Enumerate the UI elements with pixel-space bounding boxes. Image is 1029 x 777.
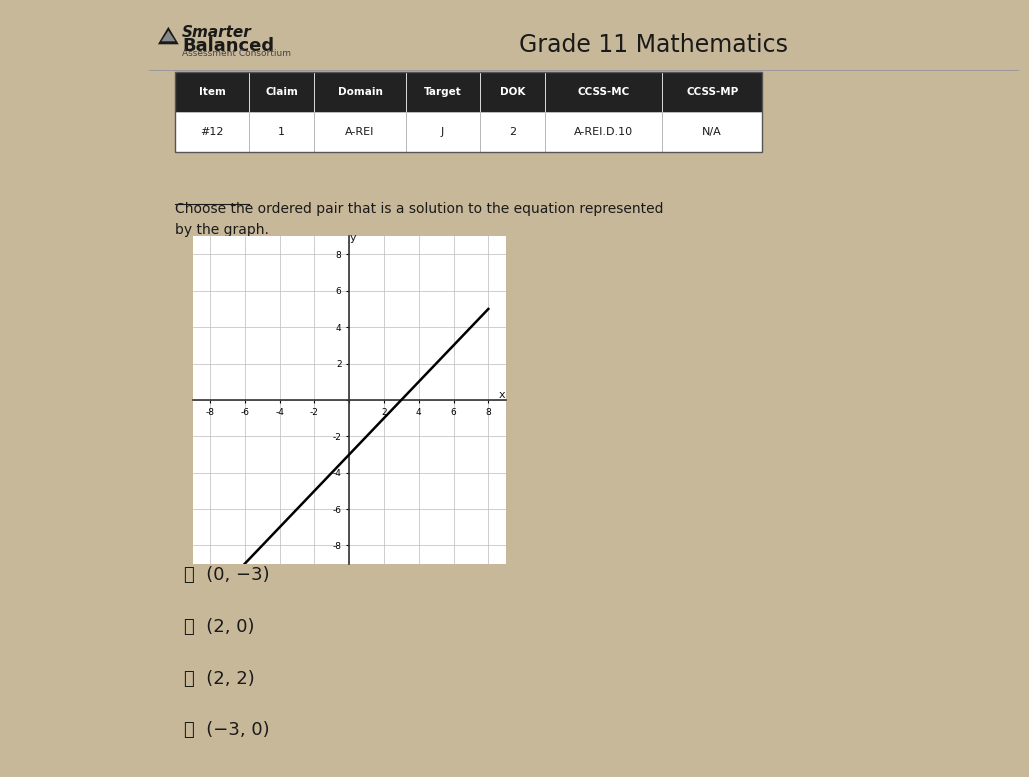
Text: Smarter: Smarter bbox=[182, 25, 252, 40]
Text: #12: #12 bbox=[201, 127, 224, 137]
Text: y: y bbox=[350, 233, 356, 243]
Text: Ⓒ  (2, 2): Ⓒ (2, 2) bbox=[184, 670, 255, 688]
Bar bbox=[175, 112, 249, 152]
Bar bbox=[175, 72, 762, 152]
Bar bbox=[663, 72, 762, 112]
Text: 1: 1 bbox=[278, 127, 285, 137]
Bar bbox=[480, 112, 544, 152]
Text: Item: Item bbox=[199, 87, 225, 97]
Text: by the graph.: by the graph. bbox=[175, 222, 270, 236]
Polygon shape bbox=[157, 27, 179, 44]
Bar bbox=[315, 112, 405, 152]
Text: DOK: DOK bbox=[499, 87, 525, 97]
Bar bbox=[405, 72, 480, 112]
Text: x: x bbox=[499, 390, 505, 400]
Bar bbox=[249, 112, 315, 152]
Text: Claim: Claim bbox=[265, 87, 298, 97]
Bar bbox=[544, 72, 663, 112]
Bar bbox=[663, 112, 762, 152]
Text: Balanced: Balanced bbox=[182, 37, 275, 54]
Bar bbox=[175, 72, 249, 112]
Bar bbox=[480, 72, 544, 112]
Text: Choose the ordered pair that is a solution to the equation represented: Choose the ordered pair that is a soluti… bbox=[175, 202, 664, 216]
Bar bbox=[544, 112, 663, 152]
Text: Ⓑ  (2, 0): Ⓑ (2, 0) bbox=[184, 618, 254, 636]
Bar bbox=[315, 72, 405, 112]
Text: Target: Target bbox=[424, 87, 462, 97]
Text: Grade 11 Mathematics: Grade 11 Mathematics bbox=[519, 33, 788, 57]
Text: Ⓐ  (0, −3): Ⓐ (0, −3) bbox=[184, 566, 270, 584]
Text: CCSS-MC: CCSS-MC bbox=[577, 87, 630, 97]
Text: J: J bbox=[441, 127, 445, 137]
Text: N/A: N/A bbox=[703, 127, 722, 137]
Text: Assessment Consortium: Assessment Consortium bbox=[182, 49, 291, 58]
Text: A-REI.D.10: A-REI.D.10 bbox=[574, 127, 633, 137]
Text: CCSS-MP: CCSS-MP bbox=[686, 87, 739, 97]
Text: Domain: Domain bbox=[338, 87, 383, 97]
Bar bbox=[405, 112, 480, 152]
Text: Ⓓ  (−3, 0): Ⓓ (−3, 0) bbox=[184, 721, 270, 740]
Text: A-REI: A-REI bbox=[346, 127, 375, 137]
Text: 2: 2 bbox=[508, 127, 516, 137]
Bar bbox=[249, 72, 315, 112]
Polygon shape bbox=[162, 30, 175, 41]
